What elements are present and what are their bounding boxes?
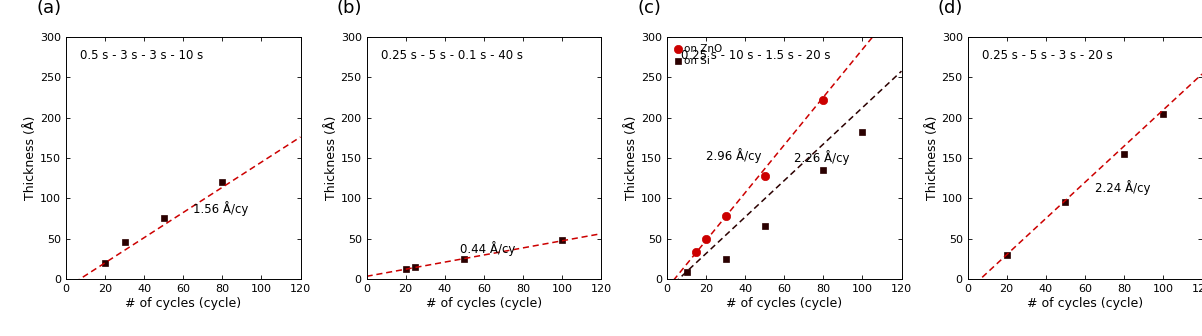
Y-axis label: Thickness (Å): Thickness (Å) [24,116,37,200]
on Si [856,130,870,134]
on ZnO [689,250,703,254]
Line: on ZnO: on ZnO [692,96,827,256]
Y-axis label: Thickness (Å): Thickness (Å) [325,116,338,200]
on ZnO [816,98,831,102]
on ZnO [757,174,772,178]
X-axis label: # of cycles (cycle): # of cycles (cycle) [426,296,542,309]
Text: 0.25 s - 5 s - 3 s - 20 s: 0.25 s - 5 s - 3 s - 20 s [982,49,1112,62]
Text: 2.26 Å/cy: 2.26 Å/cy [795,150,850,165]
on ZnO [719,214,733,218]
Text: (a): (a) [36,0,61,17]
Text: 0.5 s - 3 s - 3 s - 10 s: 0.5 s - 3 s - 3 s - 10 s [81,49,203,62]
Line: on Si: on Si [684,129,865,275]
Legend: on ZnO, on Si: on ZnO, on Si [672,42,724,69]
Text: (d): (d) [938,0,963,17]
Text: 1.56 Å/cy: 1.56 Å/cy [194,201,249,216]
Text: 2.96 Å/cy: 2.96 Å/cy [707,148,762,163]
on Si [757,224,772,228]
Text: 0.25 s - 10 s - 1.5 s - 20 s: 0.25 s - 10 s - 1.5 s - 20 s [682,49,831,62]
Text: 0.44 Å/cy: 0.44 Å/cy [460,241,516,256]
on Si [679,269,694,274]
on ZnO [700,237,714,241]
on Si [719,257,733,261]
Text: 0.25 s - 5 s - 0.1 s - 40 s: 0.25 s - 5 s - 0.1 s - 40 s [381,49,523,62]
Text: (b): (b) [337,0,362,17]
Y-axis label: Thickness (Å): Thickness (Å) [625,116,638,200]
X-axis label: # of cycles (cycle): # of cycles (cycle) [1027,296,1143,309]
X-axis label: # of cycles (cycle): # of cycles (cycle) [726,296,843,309]
Text: (c): (c) [637,0,661,17]
on Si [816,168,831,172]
Y-axis label: Thickness (Å): Thickness (Å) [926,116,939,200]
Text: 2.24 Å/cy: 2.24 Å/cy [1095,180,1150,195]
X-axis label: # of cycles (cycle): # of cycles (cycle) [125,296,242,309]
